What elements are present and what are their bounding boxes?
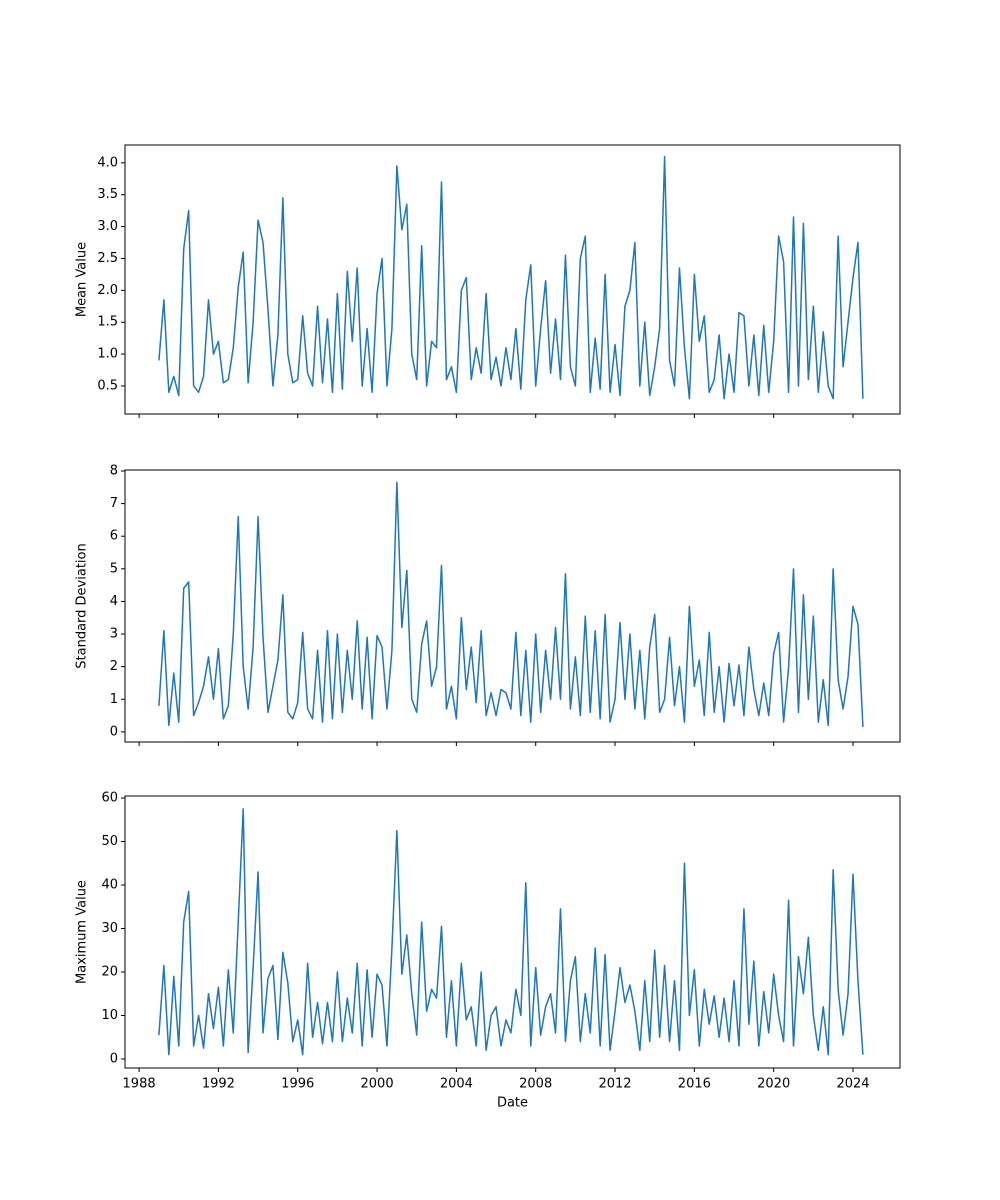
y-tick-label: 2 (110, 659, 118, 674)
y-axis-label: Maximum Value (75, 880, 90, 984)
y-tick-label: 1 (110, 692, 118, 707)
y-tick-label: 30 (101, 921, 118, 936)
y-tick-label: 2.5 (97, 251, 118, 266)
y-tick-label: 1.0 (97, 347, 118, 362)
x-tick-label: 2024 (836, 1077, 869, 1092)
y-tick-label: 60 (101, 791, 118, 806)
y-tick-label: 4 (110, 594, 118, 609)
y-axis-label: Standard Deviation (75, 543, 90, 668)
plot-frame (124, 469, 901, 743)
data-line (158, 481, 864, 728)
data-line (158, 155, 864, 400)
y-tick-label: 7 (110, 496, 118, 511)
y-tick-label: 40 (101, 877, 118, 892)
x-tick-label: 2020 (757, 1077, 790, 1092)
y-axis-label: Mean Value (75, 242, 90, 317)
x-tick-label: 2012 (598, 1077, 631, 1092)
y-tick-label: 6 (110, 529, 118, 544)
y-tick-label: 8 (110, 463, 118, 478)
y-tick-label: 0 (110, 724, 118, 739)
y-tick-label: 3.5 (97, 187, 118, 202)
y-tick-label: 50 (101, 834, 118, 849)
y-tick-label: 5 (110, 561, 118, 576)
y-tick-label: 0 (110, 1051, 118, 1066)
y-tick-label: 2.0 (97, 283, 118, 298)
y-tick-label: 10 (101, 1008, 118, 1023)
y-tick-label: 3 (110, 627, 118, 642)
y-tick-label: 1.5 (97, 315, 118, 330)
plot-frame (124, 144, 901, 415)
x-tick-label: 2000 (361, 1077, 394, 1092)
x-tick-label: 2004 (440, 1077, 473, 1092)
y-tick-label: 0.5 (97, 378, 118, 393)
x-tick-label: 2008 (519, 1077, 552, 1092)
y-tick-label: 4.0 (97, 155, 118, 170)
x-tick-label: 1988 (123, 1077, 156, 1092)
x-tick-label: 1996 (281, 1077, 314, 1092)
x-tick-label: 1992 (202, 1077, 235, 1092)
x-axis-label: Date (497, 1096, 528, 1111)
y-tick-label: 3.0 (97, 219, 118, 234)
plot-frame (124, 795, 901, 1069)
y-tick-label: 20 (101, 964, 118, 979)
data-line (158, 808, 864, 1056)
x-tick-label: 2016 (678, 1077, 711, 1092)
